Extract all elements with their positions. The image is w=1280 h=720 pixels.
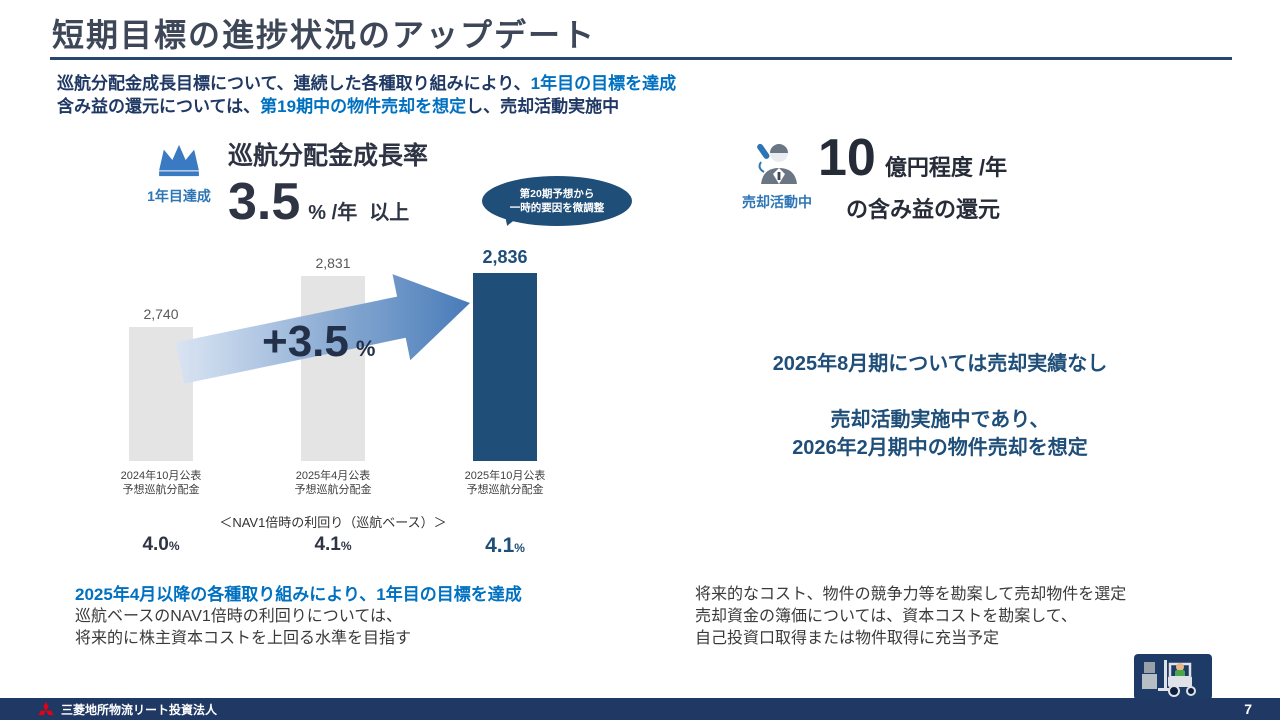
lead-line-2: 含み益の還元については、第19期中の物件売却を想定し、売却活動実施中 (57, 95, 676, 118)
nav-yield-heading: ＜NAV1倍時の利回り（巡航ベース）＞ (219, 515, 447, 530)
sales-activity-label: 売却活動中 (742, 194, 812, 210)
bar-column: 2,836 2025年10月公表 予想巡航分配金 (427, 247, 583, 497)
footer-bar: 三菱地所物流リート投資法人 7 (0, 698, 1280, 720)
left-footnote: 2025年4月以降の各種取り組みにより、1年目の目標を達成 巡航ベースのNAV1… (75, 584, 522, 650)
yield-value: 4.1 (485, 534, 515, 557)
right-footnote-line: 売却資金の簿価については、資本コストを勘案して、 (695, 608, 1077, 625)
unrealized-gain-value: 10 (818, 129, 876, 187)
unrealized-gain-row: 10 億円程度 /年 (818, 132, 1007, 184)
sale-status-line-3: 2026年2月期中の物件売却を想定 (792, 437, 1088, 459)
unrealized-gain-block: 10 億円程度 /年 の含み益の還元 (818, 132, 1007, 224)
unrealized-gain-caption: の含み益の還元 (846, 197, 1001, 222)
page-title: 短期目標の進捗状況のアップデート (52, 17, 597, 53)
left-footnote-highlight: 2025年4月以降の各種取り組みにより、1年目の目標を達成 (75, 585, 522, 604)
yield-value: 4.1 (314, 534, 341, 555)
title-underline (50, 57, 1232, 60)
arrow-unit: % (355, 336, 376, 361)
growth-rate-heading: 巡航分配金成長率 (228, 142, 429, 170)
yield-cell-highlighted: 4.1% (427, 534, 583, 558)
bar-chart: 2,740 2024年10月公表 予想巡航分配金 2,831 2025年4月公表 予想… (83, 235, 583, 497)
lead-paragraph: 巡航分配金成長目標について、連続した各種取り組みにより、1年目の目標を達成 含み… (57, 72, 676, 118)
arrow-value: +3.5 (262, 317, 349, 366)
bar-value-label: 2,836 (482, 247, 528, 267)
mitsubishi-logo-icon (38, 702, 54, 716)
lead-highlight: 1年目の目標を達成 (530, 74, 677, 93)
yield-value: 4.0 (142, 534, 169, 555)
yield-unit: % (514, 541, 525, 555)
forklift-icon (1134, 654, 1212, 700)
page-number: 7 (1244, 701, 1252, 717)
right-footnote: 将来的なコスト、物件の競争力等を勘案して売却物件を選定 売却資金の簿価については… (695, 584, 1126, 650)
first-year-achieved-label: 1年目達成 (147, 188, 211, 204)
lead-line-1: 巡航分配金成長目標について、連続した各種取り組みにより、1年目の目標を達成 (57, 72, 676, 95)
bar (473, 273, 537, 461)
yield-cell: 4.0% (83, 534, 239, 558)
bar-value-label: 2,740 (143, 306, 179, 322)
growth-rate-unit: % /年 (308, 202, 358, 224)
growth-rate-value: 3.5 (228, 173, 301, 231)
lead-text: 含み益の還元については、 (57, 97, 261, 116)
sale-status-block: 2025年8月期については売却実績なし 売却活動実施中であり、 2026年2月期… (695, 347, 1185, 462)
bar-category-label: 2024年10月公表 予想巡航分配金 (120, 470, 202, 496)
lead-highlight: 第19期中の物件売却を想定 (260, 97, 467, 116)
bar-category-label: 2025年10月公表 予想巡航分配金 (464, 470, 546, 496)
bubble-line-1: 第20期予想から (519, 188, 595, 200)
yield-unit: % (168, 539, 180, 553)
bar-category-label: 2025年4月公表 予想巡航分配金 (294, 470, 372, 496)
first-year-badge: 1年目達成 (134, 142, 224, 206)
growth-rate-block: 巡航分配金成長率 3.5 % /年 以上 (228, 136, 428, 228)
right-footnote-line: 自己投資口取得または物件取得に充当予定 (695, 630, 1000, 647)
growth-arrow-icon (175, 274, 470, 384)
right-footnote-line: 将来的なコスト、物件の競争力等を勘案して売却物件を選定 (695, 586, 1127, 603)
bar-value-label: 2,831 (315, 255, 351, 271)
sale-status-line-1: 2025年8月期については売却実績なし (772, 353, 1108, 375)
left-footnote-line: 将来的に株主資本コストを上回る水準を目指す (75, 630, 412, 647)
bubble-line-2: 一時的要因を微調整 (509, 202, 605, 214)
phone-person-icon (757, 143, 797, 184)
company-name: 三菱地所物流リート投資法人 (61, 702, 218, 717)
unrealized-gain-unit: 億円程度 /年 (884, 155, 1008, 180)
yield-cell: 4.1% (255, 534, 411, 558)
yield-row: 4.0% 4.1% 4.1% (83, 534, 583, 558)
crown-icon (159, 144, 199, 177)
growth-arrow-annotation: +3.5 % (262, 320, 375, 364)
left-footnote-line: 巡航ベースのNAV1倍時の利回りについては、 (75, 608, 403, 625)
sales-activity-badge: 売却活動中 (732, 136, 822, 212)
lead-text: 巡航分配金成長目標について、連続した各種取り組みにより、 (57, 74, 531, 93)
lead-text: し、売却活動実施中 (466, 97, 620, 116)
growth-rate-suffix: 以上 (369, 202, 410, 224)
growth-rate-row: 3.5 % /年 以上 (228, 176, 428, 228)
adjustment-callout-bubble: 第20期予想から 一時的要因を微調整 (482, 176, 632, 226)
yield-unit: % (340, 539, 352, 553)
sale-status-line-2: 売却活動実施中であり、 (830, 409, 1050, 431)
